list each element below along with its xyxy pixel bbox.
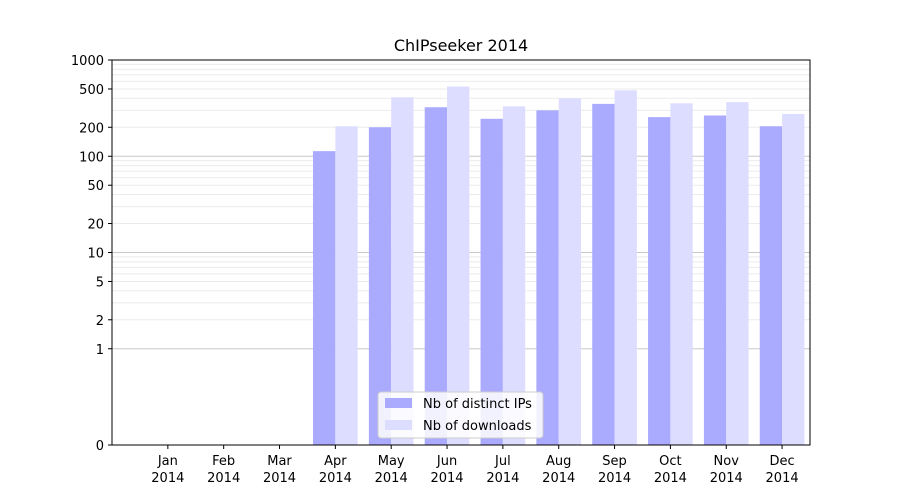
x-tick-label-month: May bbox=[378, 454, 405, 469]
x-tick-label-year: 2014 bbox=[207, 471, 240, 486]
x-tick-label-year: 2014 bbox=[151, 471, 184, 486]
chart-title: ChIPseeker 2014 bbox=[394, 36, 528, 55]
bar-downloads-may bbox=[391, 97, 414, 445]
bar-downloads-dec bbox=[782, 113, 805, 445]
x-tick-label-year: 2014 bbox=[542, 471, 575, 486]
y-tick-label: 100 bbox=[79, 150, 104, 165]
legend: Nb of distinct IPs Nb of downloads bbox=[377, 391, 544, 439]
bars bbox=[313, 86, 805, 446]
x-tick-label-year: 2014 bbox=[766, 471, 799, 486]
legend-box bbox=[377, 391, 544, 439]
y-tick-label: 1000 bbox=[71, 54, 104, 69]
y-tick-label: 5 bbox=[96, 275, 104, 290]
legend-label-downloads: Nb of downloads bbox=[423, 419, 532, 434]
x-tick-label-month: Jul bbox=[494, 454, 511, 469]
x-tick-label-month: Jan bbox=[157, 454, 178, 469]
x-tick-label-year: 2014 bbox=[319, 471, 352, 486]
bar-distinct-ips-jun bbox=[424, 107, 448, 445]
axes: 0 1 2 5 10 20 50 100 200 500 1000 Jan 2014 Feb 2014 Mar… bbox=[71, 54, 811, 486]
x-tick-label-year: 2014 bbox=[710, 471, 743, 486]
bar-downloads-jun bbox=[447, 86, 470, 445]
x-tick-label-year: 2014 bbox=[598, 471, 631, 486]
y-tick-label: 10 bbox=[87, 247, 104, 262]
legend-swatch-downloads bbox=[385, 420, 412, 430]
x-tick-label-year: 2014 bbox=[375, 471, 408, 486]
y-tick-label: 20 bbox=[87, 218, 104, 233]
x-tick-label-month: Oct bbox=[659, 454, 681, 469]
x-tick-label-month: Jun bbox=[436, 454, 457, 469]
y-tick-label: 500 bbox=[79, 83, 104, 98]
legend-swatch-distinct-ips bbox=[385, 398, 412, 408]
x-tick-label-year: 2014 bbox=[430, 471, 463, 486]
x-tick-label-month: Sep bbox=[602, 454, 627, 469]
y-tick-label: 200 bbox=[79, 121, 104, 136]
y-tick-label: 1 bbox=[96, 343, 104, 358]
bar-distinct-ips-nov bbox=[703, 115, 727, 446]
x-tick-label-month: Dec bbox=[770, 454, 795, 469]
y-tick-label: 0 bbox=[96, 439, 104, 454]
y-tick-label: 50 bbox=[87, 179, 104, 194]
x-tick-label-month: Aug bbox=[546, 454, 571, 469]
x-tick-label-month: Mar bbox=[267, 454, 292, 469]
bar-distinct-ips-dec bbox=[759, 126, 783, 446]
bar-distinct-ips-may bbox=[368, 127, 392, 445]
x-tick-label-month: Apr bbox=[324, 454, 347, 469]
bar-distinct-ips-jul bbox=[480, 118, 503, 446]
bar-downloads-oct bbox=[670, 103, 693, 445]
x-tick-label-year: 2014 bbox=[486, 471, 519, 486]
y-tick-label: 2 bbox=[96, 314, 104, 329]
bar-downloads-sep bbox=[614, 90, 637, 445]
bar-distinct-ips-aug bbox=[536, 110, 559, 445]
bar-downloads-aug bbox=[558, 98, 582, 445]
x-tick-label-year: 2014 bbox=[654, 471, 687, 486]
bar-downloads-nov bbox=[726, 102, 749, 446]
x-tick-label-month: Nov bbox=[714, 454, 740, 469]
bar-distinct-ips-sep bbox=[592, 103, 615, 445]
bar-distinct-ips-oct bbox=[648, 117, 671, 445]
bar-downloads-jul bbox=[502, 106, 526, 446]
bar-downloads-apr bbox=[335, 126, 358, 446]
legend-label-distinct-ips: Nb of distinct IPs bbox=[423, 397, 532, 412]
bar-distinct-ips-apr bbox=[313, 151, 336, 445]
x-tick-label-year: 2014 bbox=[263, 471, 296, 486]
x-tick-label-month: Feb bbox=[212, 454, 235, 469]
